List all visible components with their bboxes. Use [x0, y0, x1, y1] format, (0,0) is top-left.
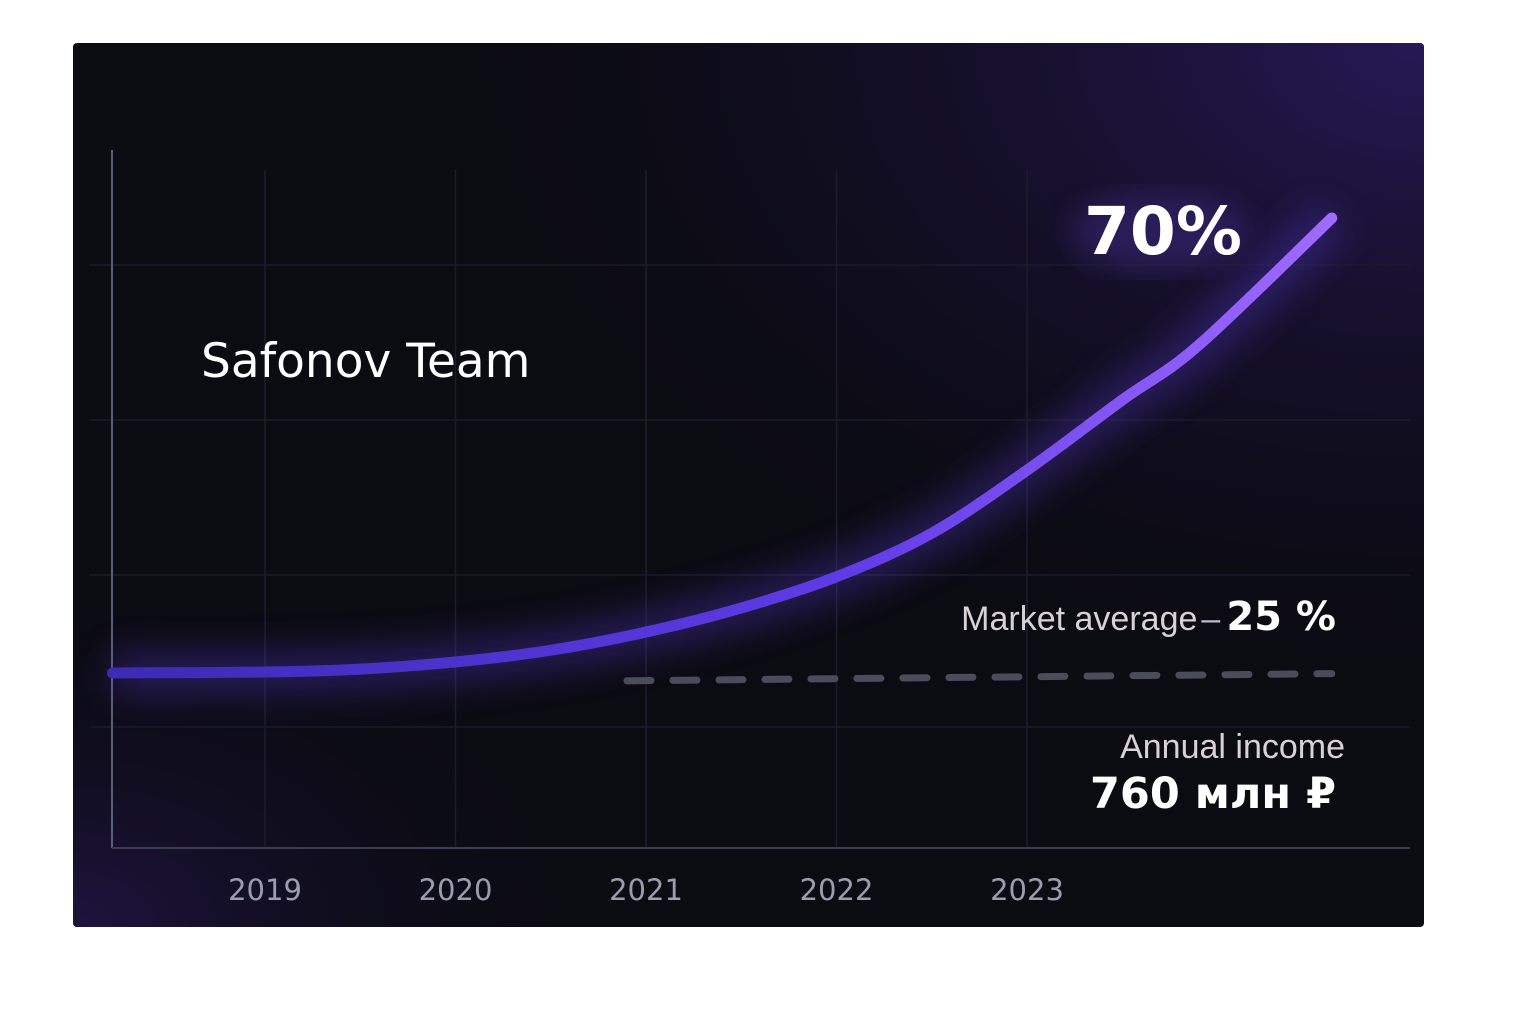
chart-title: Safonov Team — [201, 334, 530, 389]
x-tick-label: 2021 — [609, 873, 683, 907]
x-tick-label: 2019 — [228, 873, 302, 907]
market-average-label: Market average — [961, 600, 1197, 638]
market-average-line-label: Market average –25 % — [961, 594, 1336, 640]
market-average-value: 25 % — [1226, 594, 1336, 640]
x-tick-label: 2022 — [800, 873, 874, 907]
market-average-line — [623, 670, 1336, 685]
peak-value-label: 70% — [1084, 193, 1242, 270]
grid — [90, 170, 1410, 848]
market-average-dash: – — [1201, 600, 1220, 638]
annual-income-label: Annual income — [1120, 728, 1345, 766]
annual-income-value: 760 млн ₽ — [1090, 769, 1336, 819]
x-tick-label: 2023 — [990, 873, 1064, 907]
peak-glow — [1070, 192, 1250, 272]
series-line-safonov-team — [107, 212, 1338, 679]
x-tick-label: 2020 — [419, 873, 493, 907]
card-glow-bottom — [73, 43, 1424, 927]
